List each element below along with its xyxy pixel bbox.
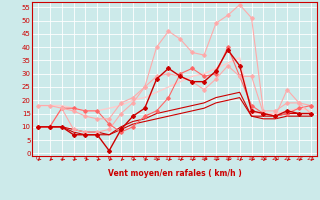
- X-axis label: Vent moyen/en rafales ( km/h ): Vent moyen/en rafales ( km/h ): [108, 169, 241, 178]
